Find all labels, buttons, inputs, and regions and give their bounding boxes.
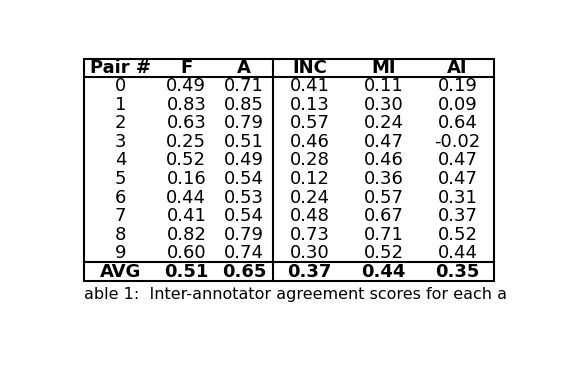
Text: 0.83: 0.83 [166, 96, 206, 114]
Text: 0.51: 0.51 [224, 133, 264, 151]
Text: 0.82: 0.82 [166, 226, 206, 243]
Text: INC: INC [292, 59, 327, 77]
Text: -0.02: -0.02 [434, 133, 481, 151]
Text: 0.63: 0.63 [166, 114, 206, 132]
Text: 0.52: 0.52 [166, 151, 206, 169]
Text: 0.51: 0.51 [164, 263, 209, 280]
Text: F: F [180, 59, 192, 77]
Text: 0.54: 0.54 [224, 170, 264, 188]
Text: 0.44: 0.44 [438, 244, 478, 262]
Text: 0.30: 0.30 [364, 96, 403, 114]
Text: 0.64: 0.64 [438, 114, 478, 132]
Text: 0.41: 0.41 [290, 77, 329, 95]
Text: 0.47: 0.47 [364, 133, 404, 151]
Text: 0.13: 0.13 [290, 96, 329, 114]
Text: 0.47: 0.47 [438, 170, 478, 188]
Text: 0.41: 0.41 [166, 207, 206, 225]
Text: able 1:  Inter-annotator agreement scores for each a: able 1: Inter-annotator agreement scores… [83, 286, 506, 302]
Text: 0.54: 0.54 [224, 207, 264, 225]
Text: 0.24: 0.24 [289, 189, 329, 206]
Text: 3: 3 [115, 133, 126, 151]
Text: 6: 6 [115, 189, 126, 206]
Text: 0.53: 0.53 [224, 189, 264, 206]
Text: 1: 1 [115, 96, 126, 114]
Text: 0.71: 0.71 [224, 77, 264, 95]
Text: 0.71: 0.71 [364, 226, 403, 243]
Text: 0.12: 0.12 [290, 170, 329, 188]
Text: 4: 4 [115, 151, 126, 169]
Text: 0.67: 0.67 [364, 207, 403, 225]
Text: 0.44: 0.44 [362, 263, 406, 280]
Text: 0.60: 0.60 [166, 244, 206, 262]
Text: 0.46: 0.46 [364, 151, 403, 169]
Text: 0.36: 0.36 [364, 170, 403, 188]
Text: 0.09: 0.09 [438, 96, 477, 114]
Text: 0.30: 0.30 [290, 244, 329, 262]
Text: MI: MI [371, 59, 396, 77]
Text: 0.31: 0.31 [438, 189, 478, 206]
Text: 0.48: 0.48 [290, 207, 329, 225]
Text: 2: 2 [115, 114, 126, 132]
Text: Pair #: Pair # [90, 59, 151, 77]
Text: 0.16: 0.16 [166, 170, 206, 188]
Text: 0.37: 0.37 [438, 207, 478, 225]
Text: 0.46: 0.46 [290, 133, 329, 151]
Text: 0.47: 0.47 [438, 151, 478, 169]
Text: 0.11: 0.11 [364, 77, 403, 95]
Text: 0.19: 0.19 [438, 77, 478, 95]
Text: 0.52: 0.52 [438, 226, 478, 243]
Text: 0.37: 0.37 [288, 263, 332, 280]
Text: AVG: AVG [100, 263, 141, 280]
Text: 0.44: 0.44 [166, 189, 206, 206]
Text: 0.79: 0.79 [224, 226, 264, 243]
Text: 9: 9 [115, 244, 126, 262]
Text: 8: 8 [115, 226, 126, 243]
Text: A: A [237, 59, 251, 77]
Text: 0: 0 [115, 77, 126, 95]
Text: 0.73: 0.73 [289, 226, 329, 243]
Text: 0.28: 0.28 [290, 151, 329, 169]
Text: 0.49: 0.49 [166, 77, 206, 95]
Text: 0.35: 0.35 [435, 263, 480, 280]
Text: 0.85: 0.85 [224, 96, 264, 114]
Text: 5: 5 [115, 170, 126, 188]
Text: 0.79: 0.79 [224, 114, 264, 132]
Text: 7: 7 [115, 207, 126, 225]
Text: 0.49: 0.49 [224, 151, 264, 169]
Text: 0.57: 0.57 [364, 189, 404, 206]
Text: AI: AI [447, 59, 468, 77]
Text: 0.65: 0.65 [222, 263, 266, 280]
Text: 0.24: 0.24 [364, 114, 404, 132]
Bar [83, 58, 495, 281]
Text: 0.52: 0.52 [364, 244, 404, 262]
Text: 0.57: 0.57 [289, 114, 329, 132]
Text: 0.74: 0.74 [224, 244, 264, 262]
Text: 0.25: 0.25 [166, 133, 206, 151]
